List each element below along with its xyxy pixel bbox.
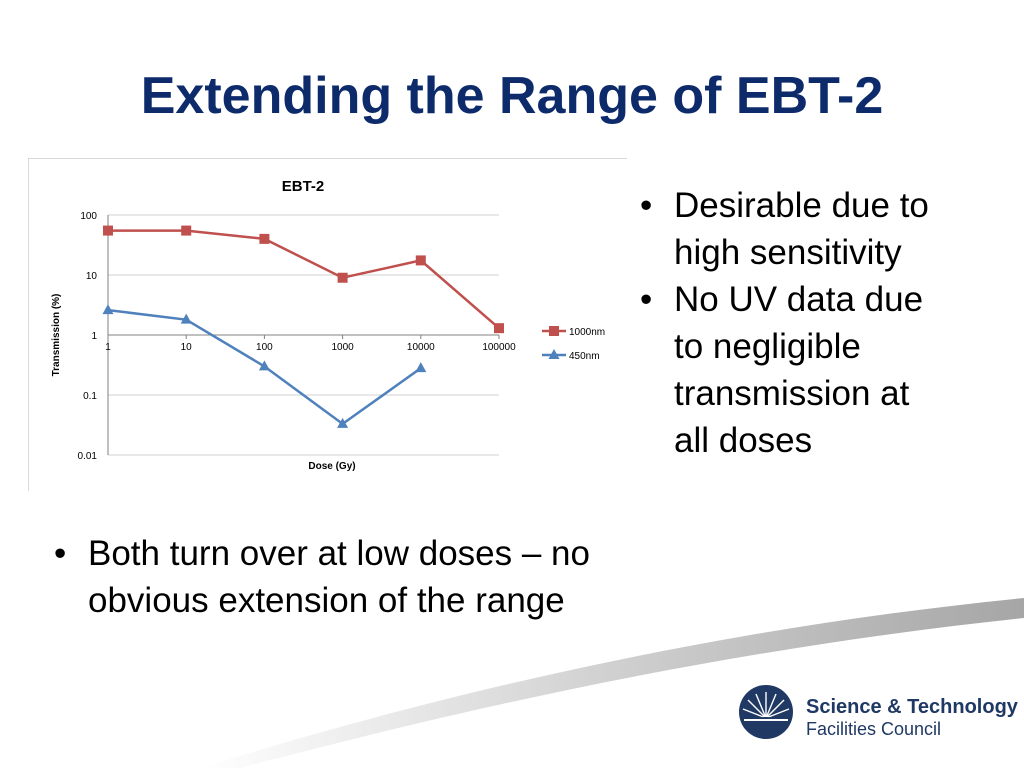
x-tick-label: 100000 [482, 342, 516, 353]
y-tick-label: 100 [80, 211, 97, 222]
data-point-450nm [337, 417, 349, 428]
slide-title: Extending the Range of EBT-2 [140, 67, 884, 125]
data-point-450nm [258, 360, 270, 371]
x-tick-label: 1 [105, 342, 111, 353]
data-point-1000nm [181, 225, 192, 236]
legend-marker-450nm [548, 349, 560, 359]
chart-gridlines [107, 214, 499, 456]
ebt2-chart: EBT-2 100 10 1 0.1 0.01 1 10 100 1000 10000 10000… [51, 178, 605, 472]
x-tick-label: 100 [256, 342, 273, 353]
y-tick-label: 10 [86, 271, 98, 282]
left-bullet-list: Both turn over at low doses – no obvious… [50, 530, 590, 624]
decorative-swoosh [200, 598, 1024, 768]
bullet-desirable: Desirable due to high sensitivity [636, 182, 936, 276]
data-point-1000nm [494, 323, 504, 334]
bullet-turn-over: Both turn over at low doses – no obvious… [50, 530, 590, 624]
y-axis-label: Transmission (%) [51, 294, 62, 377]
bullet-no-uv: No UV data due to negligible transmissio… [636, 276, 936, 464]
y-tick-label: 0.01 [78, 451, 98, 462]
x-tick-label: 1000 [331, 342, 354, 353]
data-point-1000nm [415, 255, 426, 266]
data-point-1000nm [337, 272, 348, 283]
x-tick-label: 10000 [407, 342, 435, 353]
chart-title: EBT-2 [282, 178, 325, 195]
chart-container: EBT-2 100 10 1 0.1 0.01 1 10 100 1000 10000 10000… [28, 158, 627, 491]
logo-line-2: Facilities Council [806, 719, 942, 739]
x-tick-label: 10 [181, 342, 193, 353]
data-point-450nm [180, 313, 192, 324]
x-axis-label: Dose (Gy) [308, 461, 355, 472]
right-bullet-list: Desirable due to high sensitivity No UV … [636, 182, 936, 464]
series-line-1000nm [108, 229, 500, 330]
legend-marker-1000nm [549, 326, 559, 336]
chart-legend: 1000nm 450nm [542, 326, 605, 362]
y-axis-ticks: 100 10 1 0.1 0.01 [78, 211, 98, 462]
data-point-1000nm [259, 233, 270, 244]
legend-label-1000nm: 1000nm [569, 327, 605, 338]
data-point-1000nm [103, 225, 113, 236]
data-point-450nm [415, 362, 427, 373]
logo-line-1: Science & Technology [806, 696, 1018, 718]
x-axis-ticks: 1 10 100 1000 10000 100000 [105, 335, 516, 353]
stfc-logo: Science & Technology Facilities Council [738, 682, 1018, 742]
y-tick-label: 1 [91, 331, 97, 342]
data-point-450nm [102, 304, 114, 315]
legend-label-450nm: 450nm [569, 351, 600, 362]
y-tick-label: 0.1 [83, 391, 97, 402]
stfc-sunburst-icon [739, 685, 793, 739]
series-markers [102, 225, 504, 428]
